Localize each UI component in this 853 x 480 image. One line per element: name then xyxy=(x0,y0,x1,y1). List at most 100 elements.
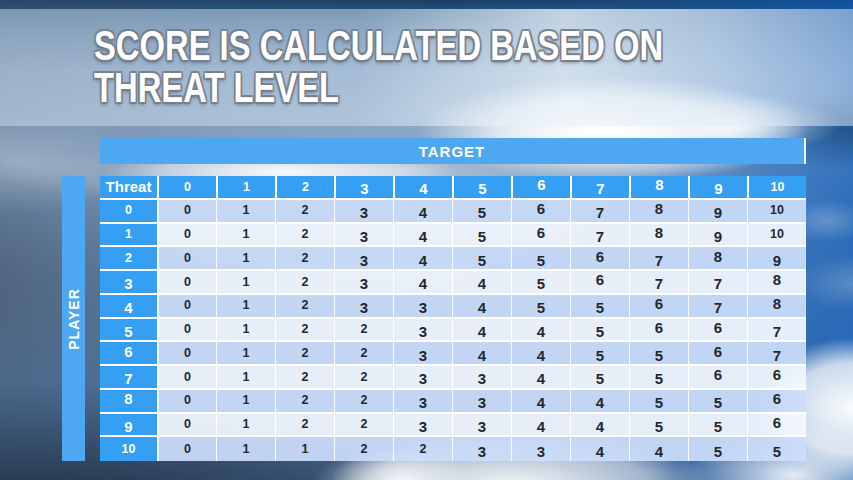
score-cell: 3 xyxy=(393,390,452,414)
score-cell: 2 xyxy=(393,437,452,461)
score-cell: 0 xyxy=(157,366,216,390)
score-cell: 5 xyxy=(688,390,747,414)
score-cell: 0 xyxy=(157,295,216,319)
score-cell: 1 xyxy=(216,224,275,248)
score-cell: 10 xyxy=(747,224,806,248)
score-cell: 3 xyxy=(452,366,511,390)
score-cell: 5 xyxy=(570,366,629,390)
score-cell: 4 xyxy=(393,224,452,248)
threat-row-header: 6 xyxy=(100,342,157,366)
score-cell: 9 xyxy=(747,247,806,271)
score-cell: 9 xyxy=(688,200,747,224)
threat-row-header: 0 xyxy=(100,200,157,224)
score-cell: 0 xyxy=(157,342,216,366)
score-cell: 9 xyxy=(688,224,747,248)
target-col-header: 1 xyxy=(216,176,275,200)
slide-title-line1: SCORE IS CALCULATED BASED ON xyxy=(94,25,687,67)
player-label: PLAYER xyxy=(66,288,82,350)
score-cell: 6 xyxy=(747,414,806,438)
score-cell: 5 xyxy=(629,390,688,414)
score-cell: 2 xyxy=(334,414,393,438)
target-col-header: 10 xyxy=(747,176,806,200)
threat-row-header: 4 xyxy=(100,295,157,319)
score-cell: 2 xyxy=(275,390,334,414)
score-cell: 2 xyxy=(334,319,393,343)
score-table: Threat0123456789100012345678910101234567… xyxy=(100,176,806,461)
score-cell: 0 xyxy=(157,247,216,271)
score-cell: 1 xyxy=(216,437,275,461)
threat-corner-label: Threat xyxy=(100,176,157,200)
score-cell: 5 xyxy=(570,342,629,366)
player-header-bar: PLAYER xyxy=(62,176,85,461)
score-cell: 0 xyxy=(157,319,216,343)
score-cell: 6 xyxy=(747,366,806,390)
target-col-header: 7 xyxy=(570,176,629,200)
score-cell: 4 xyxy=(452,342,511,366)
score-cell: 6 xyxy=(629,295,688,319)
score-cell: 3 xyxy=(334,200,393,224)
score-cell: 4 xyxy=(570,437,629,461)
score-cell: 6 xyxy=(747,390,806,414)
target-col-header: 3 xyxy=(334,176,393,200)
score-cell: 2 xyxy=(275,414,334,438)
score-cell: 5 xyxy=(511,271,570,295)
score-cell: 3 xyxy=(334,224,393,248)
score-cell: 5 xyxy=(688,414,747,438)
threat-row-header: 7 xyxy=(100,366,157,390)
threat-row-header: 9 xyxy=(100,414,157,438)
score-cell: 0 xyxy=(157,271,216,295)
score-cell: 2 xyxy=(334,342,393,366)
score-cell: 4 xyxy=(511,319,570,343)
score-cell: 1 xyxy=(275,437,334,461)
score-cell: 8 xyxy=(629,224,688,248)
score-cell: 5 xyxy=(452,200,511,224)
score-cell: 2 xyxy=(275,200,334,224)
score-cell: 2 xyxy=(275,319,334,343)
score-cell: 3 xyxy=(452,390,511,414)
score-cell: 5 xyxy=(452,247,511,271)
score-cell: 4 xyxy=(452,319,511,343)
score-cell: 1 xyxy=(216,247,275,271)
score-cell: 1 xyxy=(216,414,275,438)
score-cell: 4 xyxy=(511,390,570,414)
score-cell: 1 xyxy=(216,319,275,343)
score-cell: 7 xyxy=(747,342,806,366)
score-cell: 2 xyxy=(334,437,393,461)
score-cell: 5 xyxy=(747,437,806,461)
score-cell: 5 xyxy=(570,295,629,319)
score-cell: 7 xyxy=(629,271,688,295)
score-cell: 1 xyxy=(216,200,275,224)
score-cell: 4 xyxy=(570,390,629,414)
score-cell: 6 xyxy=(511,224,570,248)
target-header-bar: TARGET xyxy=(100,138,806,164)
score-cell: 5 xyxy=(452,224,511,248)
score-cell: 0 xyxy=(157,414,216,438)
score-cell: 2 xyxy=(275,247,334,271)
score-cell: 0 xyxy=(157,200,216,224)
score-cell: 6 xyxy=(688,366,747,390)
threat-row-header: 10 xyxy=(100,437,157,461)
target-col-header: 8 xyxy=(629,176,688,200)
score-cell: 3 xyxy=(393,295,452,319)
score-cell: 5 xyxy=(570,319,629,343)
score-cell: 7 xyxy=(570,200,629,224)
score-cell: 8 xyxy=(747,271,806,295)
score-cell: 4 xyxy=(511,366,570,390)
slide-title: SCORE IS CALCULATED BASED ON THREAT LEVE… xyxy=(94,25,687,109)
score-cell: 2 xyxy=(275,224,334,248)
score-cell: 3 xyxy=(452,437,511,461)
score-cell: 5 xyxy=(511,247,570,271)
score-cell: 4 xyxy=(511,342,570,366)
score-cell: 3 xyxy=(334,295,393,319)
score-cell: 1 xyxy=(216,342,275,366)
score-cell: 7 xyxy=(688,295,747,319)
score-cell: 3 xyxy=(511,437,570,461)
score-cell: 3 xyxy=(452,414,511,438)
score-cell: 5 xyxy=(629,414,688,438)
score-cell: 3 xyxy=(393,366,452,390)
score-cell: 4 xyxy=(393,200,452,224)
score-cell: 7 xyxy=(688,271,747,295)
score-cell: 3 xyxy=(334,247,393,271)
target-col-header: 4 xyxy=(393,176,452,200)
threat-row-header: 2 xyxy=(100,247,157,271)
